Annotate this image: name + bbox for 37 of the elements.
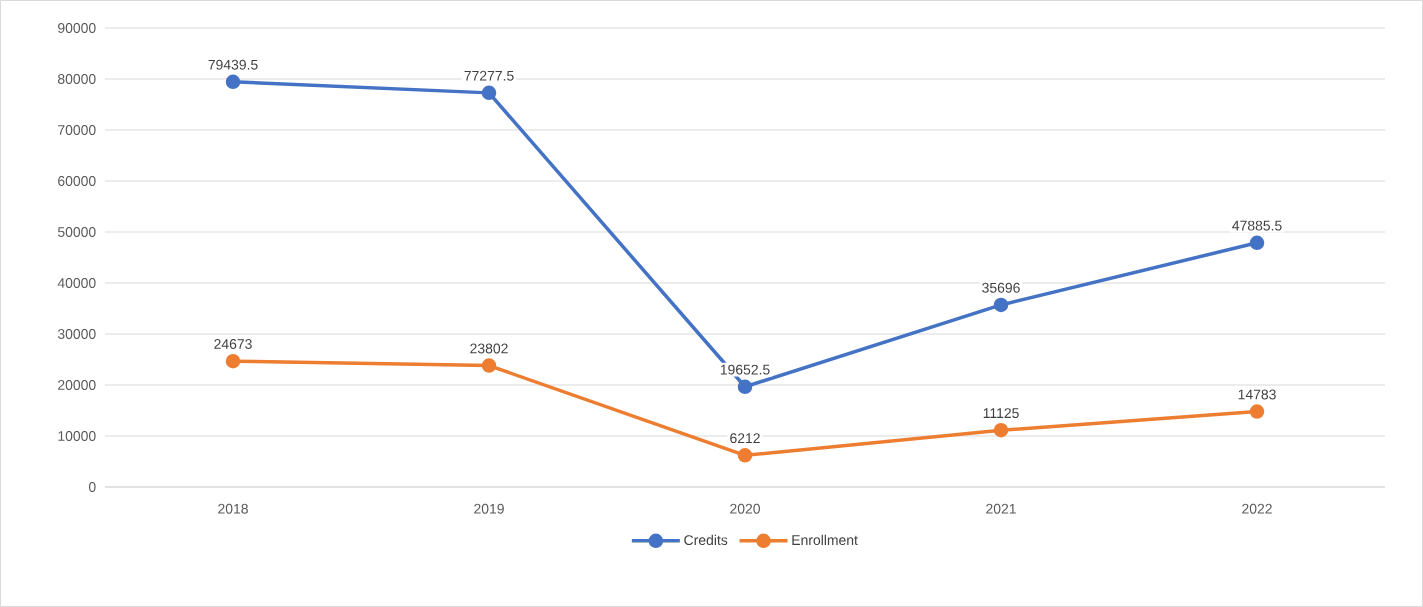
x-tick-label: 2019 xyxy=(474,503,504,514)
data-label: 47885.5 xyxy=(1232,220,1282,231)
x-tick-label: 2021 xyxy=(986,503,1016,514)
y-tick-label: 60000 xyxy=(58,176,96,186)
legend-label: Enrollment xyxy=(792,534,858,546)
data-label: 19652.5 xyxy=(720,364,770,375)
point xyxy=(993,423,1009,438)
point xyxy=(225,74,241,90)
data-label: 35696 xyxy=(982,282,1020,293)
y-tick-label: 90000 xyxy=(58,23,96,33)
point xyxy=(737,379,753,395)
point xyxy=(993,297,1009,313)
x-tick-label: 2020 xyxy=(730,503,760,514)
point xyxy=(481,85,497,101)
data-label: 14783 xyxy=(1238,389,1276,400)
x-tick-label: 2018 xyxy=(218,503,248,514)
point xyxy=(225,353,241,369)
y-tick-label: 50000 xyxy=(57,227,96,237)
y-tick-label: 0 xyxy=(88,482,96,492)
legend-label: Credits xyxy=(684,534,728,546)
data-label: 23802 xyxy=(470,343,508,354)
data-label: 11125 xyxy=(983,408,1019,419)
y-tick-label: 20000 xyxy=(58,380,96,390)
y-tick-label: 80000 xyxy=(57,74,96,84)
y-tick-label: 40000 xyxy=(57,278,96,288)
x-tick-label: 2022 xyxy=(1242,503,1272,514)
point xyxy=(737,448,753,463)
point xyxy=(1249,404,1265,419)
data-label: 6212 xyxy=(730,433,760,444)
data-label: 79439.5 xyxy=(208,59,258,70)
data-label: 24673 xyxy=(214,339,252,349)
point xyxy=(1249,235,1265,251)
y-tick-label: 10000 xyxy=(58,431,96,441)
y-tick-label: 70000 xyxy=(58,125,96,135)
y-tick-label: 30000 xyxy=(57,329,96,339)
point xyxy=(481,358,497,373)
data-label: 77277.5 xyxy=(464,70,514,81)
